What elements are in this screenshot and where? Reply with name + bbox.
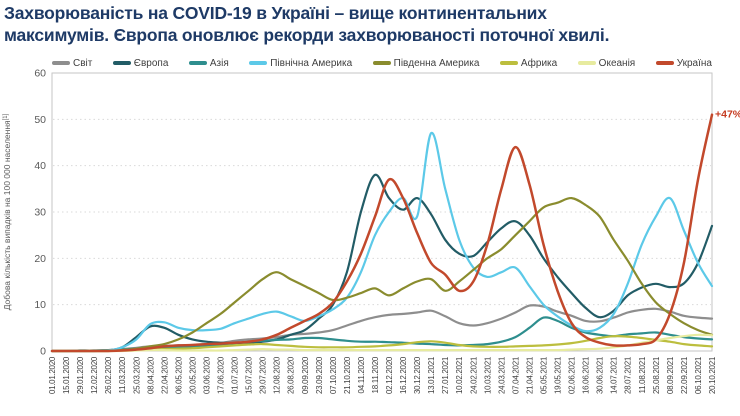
- gridlines: [53, 118, 711, 306]
- series-line-Україна: [50, 113, 714, 353]
- y-tick-label: 10: [34, 299, 46, 311]
- legend-item-Африка: Африка: [499, 57, 558, 69]
- x-tick-label: 27.01.2021: [441, 356, 450, 394]
- x-tick-label: 22.09.2021: [680, 356, 689, 394]
- x-tick-label: 24.02.2021: [469, 356, 478, 394]
- legend-label: Африка: [520, 57, 558, 69]
- legend-swatch-icon: [112, 61, 131, 65]
- x-tick-label: 01.01.2020: [48, 356, 57, 394]
- y-tick-label: 50: [34, 114, 46, 126]
- y-tick-label: 40: [34, 160, 46, 172]
- legend-label: Україна: [676, 57, 712, 69]
- legend-swatch-icon: [188, 61, 207, 65]
- x-tick-label: 30.06.2021: [596, 356, 605, 394]
- x-tick-label: 05.05.2021: [539, 356, 548, 394]
- series-line-Океанія: [50, 333, 714, 353]
- series-lines: [50, 113, 714, 353]
- x-tick-label: 04.11.2020: [357, 356, 366, 393]
- chart-title: Захворюваність на COVID-19 в Україні – в…: [4, 2, 736, 46]
- x-tick-label: 12.02.2020: [90, 356, 99, 394]
- x-tick-label: 21.04.2021: [525, 356, 534, 394]
- x-tick-label: 03.06.2020: [202, 356, 211, 394]
- x-tick-label: 29.01.2020: [76, 356, 85, 394]
- legend-label: Світ: [73, 57, 93, 69]
- legend-item-Світ: Світ: [52, 58, 92, 69]
- legend-item-Південна Америка: Південна Америка: [372, 57, 480, 69]
- x-tick-label: 10.03.2021: [483, 356, 492, 394]
- legend-label: Азія: [209, 57, 229, 69]
- x-tick-label: 24.03.2021: [497, 356, 506, 394]
- legend-swatch-icon: [499, 61, 518, 65]
- chart-title-line2: максимумів. Європа оновлює рекорди захво…: [4, 25, 610, 45]
- x-tick-label: 12.08.2020: [273, 356, 282, 394]
- x-tick-label: 11.03.2020: [118, 356, 127, 393]
- legend-swatch-icon: [577, 61, 596, 65]
- legend-item-Азія: Азія: [188, 57, 229, 69]
- legend-label: Північна Америка: [270, 57, 353, 69]
- x-tick-label: 08.04.2020: [146, 356, 155, 394]
- x-tick-label: 22.04.2020: [160, 356, 169, 394]
- x-tick-label: 26.02.2020: [104, 356, 113, 394]
- legend-item-Північна Америка: Північна Америка: [249, 58, 352, 69]
- x-tick-label: 16.06.2021: [582, 356, 591, 394]
- x-tick-label: 08.09.2021: [666, 356, 675, 394]
- x-tick-label: 11.08.2021: [638, 356, 647, 393]
- x-tick-label: 18.11.2020: [371, 356, 380, 393]
- y-tick-label: 60: [34, 68, 46, 80]
- legend-item-Україна: Україна: [655, 57, 712, 69]
- x-tick-label: 28.07.2021: [624, 356, 633, 394]
- x-tick-label: 19.05.2021: [554, 356, 563, 394]
- x-tick-label: 21.10.2020: [343, 356, 352, 394]
- x-tick-label: 16.12.2020: [399, 356, 408, 394]
- legend-label: Південна Америка: [393, 57, 480, 69]
- y-tick-label: 30: [34, 207, 46, 219]
- annotation-plus47: +47%: [715, 109, 740, 121]
- x-tick-label: 06.05.2020: [174, 356, 183, 394]
- x-tick-label: 29.07.2020: [259, 356, 268, 394]
- series-line-Південна Америка: [50, 196, 714, 353]
- legend-item-Океанія: Океанія: [577, 57, 636, 69]
- legend-item-Європа: Європа: [112, 57, 169, 69]
- x-tick-label: 06.10.2021: [694, 356, 703, 394]
- x-tick-label: 30.12.2020: [413, 356, 422, 394]
- y-tick-label: 0: [40, 346, 46, 358]
- x-tick-label: 07.10.2020: [329, 356, 338, 394]
- legend-swatch-icon: [372, 61, 391, 65]
- series-line-Європа: [50, 173, 714, 353]
- x-tick-label: 15.07.2020: [245, 356, 254, 394]
- legend-swatch-icon: [52, 61, 70, 65]
- x-tick-label: 07.04.2021: [511, 356, 520, 394]
- legend-swatch-icon: [655, 61, 674, 65]
- x-tick-label: 15.01.2020: [62, 356, 71, 394]
- legend-label: Європа: [133, 57, 169, 69]
- x-tick-label: 26.08.2020: [287, 356, 296, 394]
- x-tick-label: 02.12.2020: [385, 356, 394, 394]
- x-tick-label: 25.08.2021: [652, 356, 661, 394]
- x-tick-label: 09.09.2020: [301, 356, 310, 394]
- x-tick-label: 20.10.2021: [708, 356, 717, 394]
- x-tick-label: 20.05.2020: [188, 356, 197, 394]
- x-tick-label: 14.07.2021: [610, 356, 619, 394]
- legend-swatch-icon: [249, 61, 268, 65]
- x-tick-label: 23.09.2020: [315, 356, 324, 394]
- x-tick-label: 25.03.2020: [132, 356, 141, 394]
- x-tick-label: 01.07.2020: [231, 356, 240, 394]
- x-tick-label: 17.06.2020: [217, 356, 226, 394]
- chart-title-line1: Захворюваність на COVID-19 в Україні – в…: [4, 3, 547, 23]
- x-axis-ticks: 01.01.2020 15.01.2020 29.01.2020 12.02.2020…: [48, 356, 717, 394]
- y-axis-title: Добова кількість випадків на 100 000 нас…: [2, 113, 12, 310]
- y-tick-label: 20: [34, 253, 46, 265]
- chart-legend: Світ Європа Азія Північна Америка Південна А…: [52, 56, 712, 70]
- legend-label: Океанія: [598, 57, 636, 69]
- x-tick-label: 13.01.2021: [427, 356, 436, 394]
- y-axis-ticks: 0 10 20 30 40 50 60: [34, 68, 46, 358]
- x-tick-label: 10.02.2021: [455, 356, 464, 394]
- x-tick-label: 02.06.2021: [568, 356, 577, 394]
- series-line-Північна Америка: [50, 132, 714, 353]
